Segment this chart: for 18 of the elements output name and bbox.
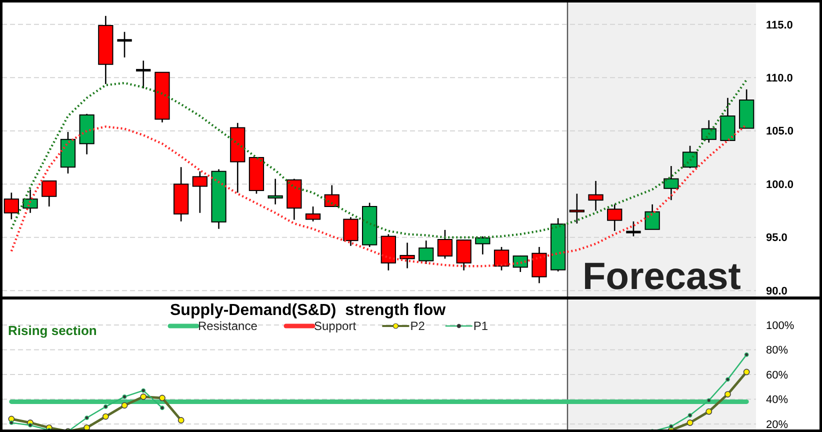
legend-label: P2 — [410, 319, 426, 334]
chart-title: Supply-Demand(S&D) strength flow — [170, 302, 446, 319]
annotation: Rising section — [8, 323, 97, 338]
y-tick-label: 20% — [766, 418, 788, 431]
y-tick-label: 110.0 — [766, 72, 793, 85]
y-tick-label: 100.0 — [766, 178, 794, 191]
y-tick-label: 95.0 — [766, 232, 788, 244]
legend-label: Resistance — [198, 319, 258, 334]
text: Support — [314, 319, 356, 334]
y-tick-label: 115.0 — [766, 19, 793, 32]
y-tick-label: 80% — [766, 344, 788, 357]
legend-label: P1 — [473, 319, 488, 334]
y-tick-label: 40% — [766, 394, 788, 406]
y-tick-label: 105.0 — [766, 126, 794, 138]
y-tick-label: 60% — [766, 369, 788, 382]
y-tick-label: 90.0 — [766, 285, 788, 298]
annotation: Forecast — [582, 256, 742, 298]
y-tick-label: 100% — [766, 320, 794, 332]
